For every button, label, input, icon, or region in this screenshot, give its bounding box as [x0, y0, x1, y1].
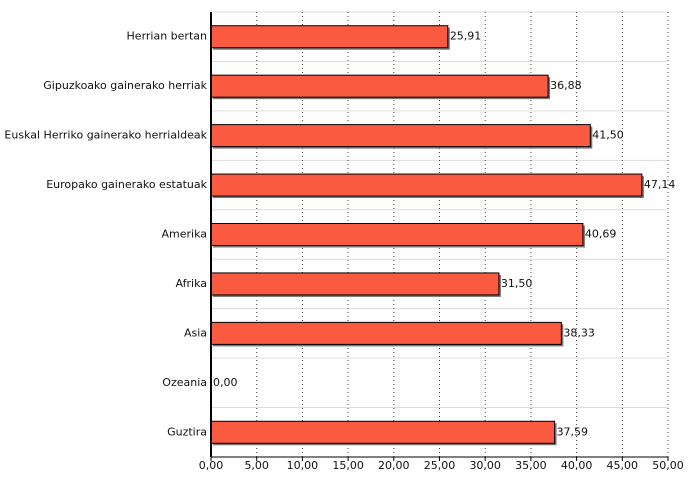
x-tick-label: 30,00 — [469, 459, 501, 472]
y-tick-label: Europako gainerako estatuak — [46, 178, 207, 191]
bar — [210, 74, 549, 98]
x-tick-label: 40,00 — [561, 459, 593, 472]
x-tick-label: 20,00 — [378, 459, 410, 472]
x-tick-label: 25,00 — [424, 459, 456, 472]
value-label: 41,50 — [592, 129, 624, 142]
value-label: 0,00 — [213, 376, 238, 389]
value-label: 47,14 — [644, 178, 676, 191]
bar — [210, 173, 643, 197]
bar — [210, 420, 556, 444]
value-label: 37,59 — [557, 425, 589, 438]
bar — [210, 25, 449, 49]
y-tick-label: Guztira — [167, 425, 207, 438]
bar — [210, 124, 591, 148]
x-tick-label: 5,00 — [244, 459, 269, 472]
value-label: 38,33 — [563, 326, 595, 339]
bar — [210, 272, 500, 296]
x-tick-label: 10,00 — [287, 459, 319, 472]
x-tick-label: 50,00 — [652, 459, 684, 472]
y-tick-label: Herrian bertan — [127, 30, 207, 43]
y-tick-label: Ozeania — [162, 376, 207, 389]
y-tick-label: Gipuzkoako gainerako herriak — [43, 79, 207, 92]
bar — [210, 321, 562, 345]
value-label: 31,50 — [501, 277, 533, 290]
y-tick-label: Amerika — [161, 228, 207, 241]
bar — [210, 223, 584, 246]
x-tick-label: 15,00 — [332, 459, 364, 472]
x-tick-label: 0,00 — [199, 459, 224, 472]
value-label: 40,69 — [585, 228, 617, 241]
value-label: 25,91 — [450, 30, 482, 43]
y-tick-label: Afrika — [175, 277, 207, 290]
x-tick-label: 35,00 — [515, 459, 547, 472]
y-tick-label: Asia — [184, 326, 207, 339]
value-label: 36,88 — [550, 79, 582, 92]
x-tick-label: 45,00 — [607, 459, 639, 472]
y-tick-label: Euskal Herriko gainerako herrialdeak — [4, 129, 207, 142]
